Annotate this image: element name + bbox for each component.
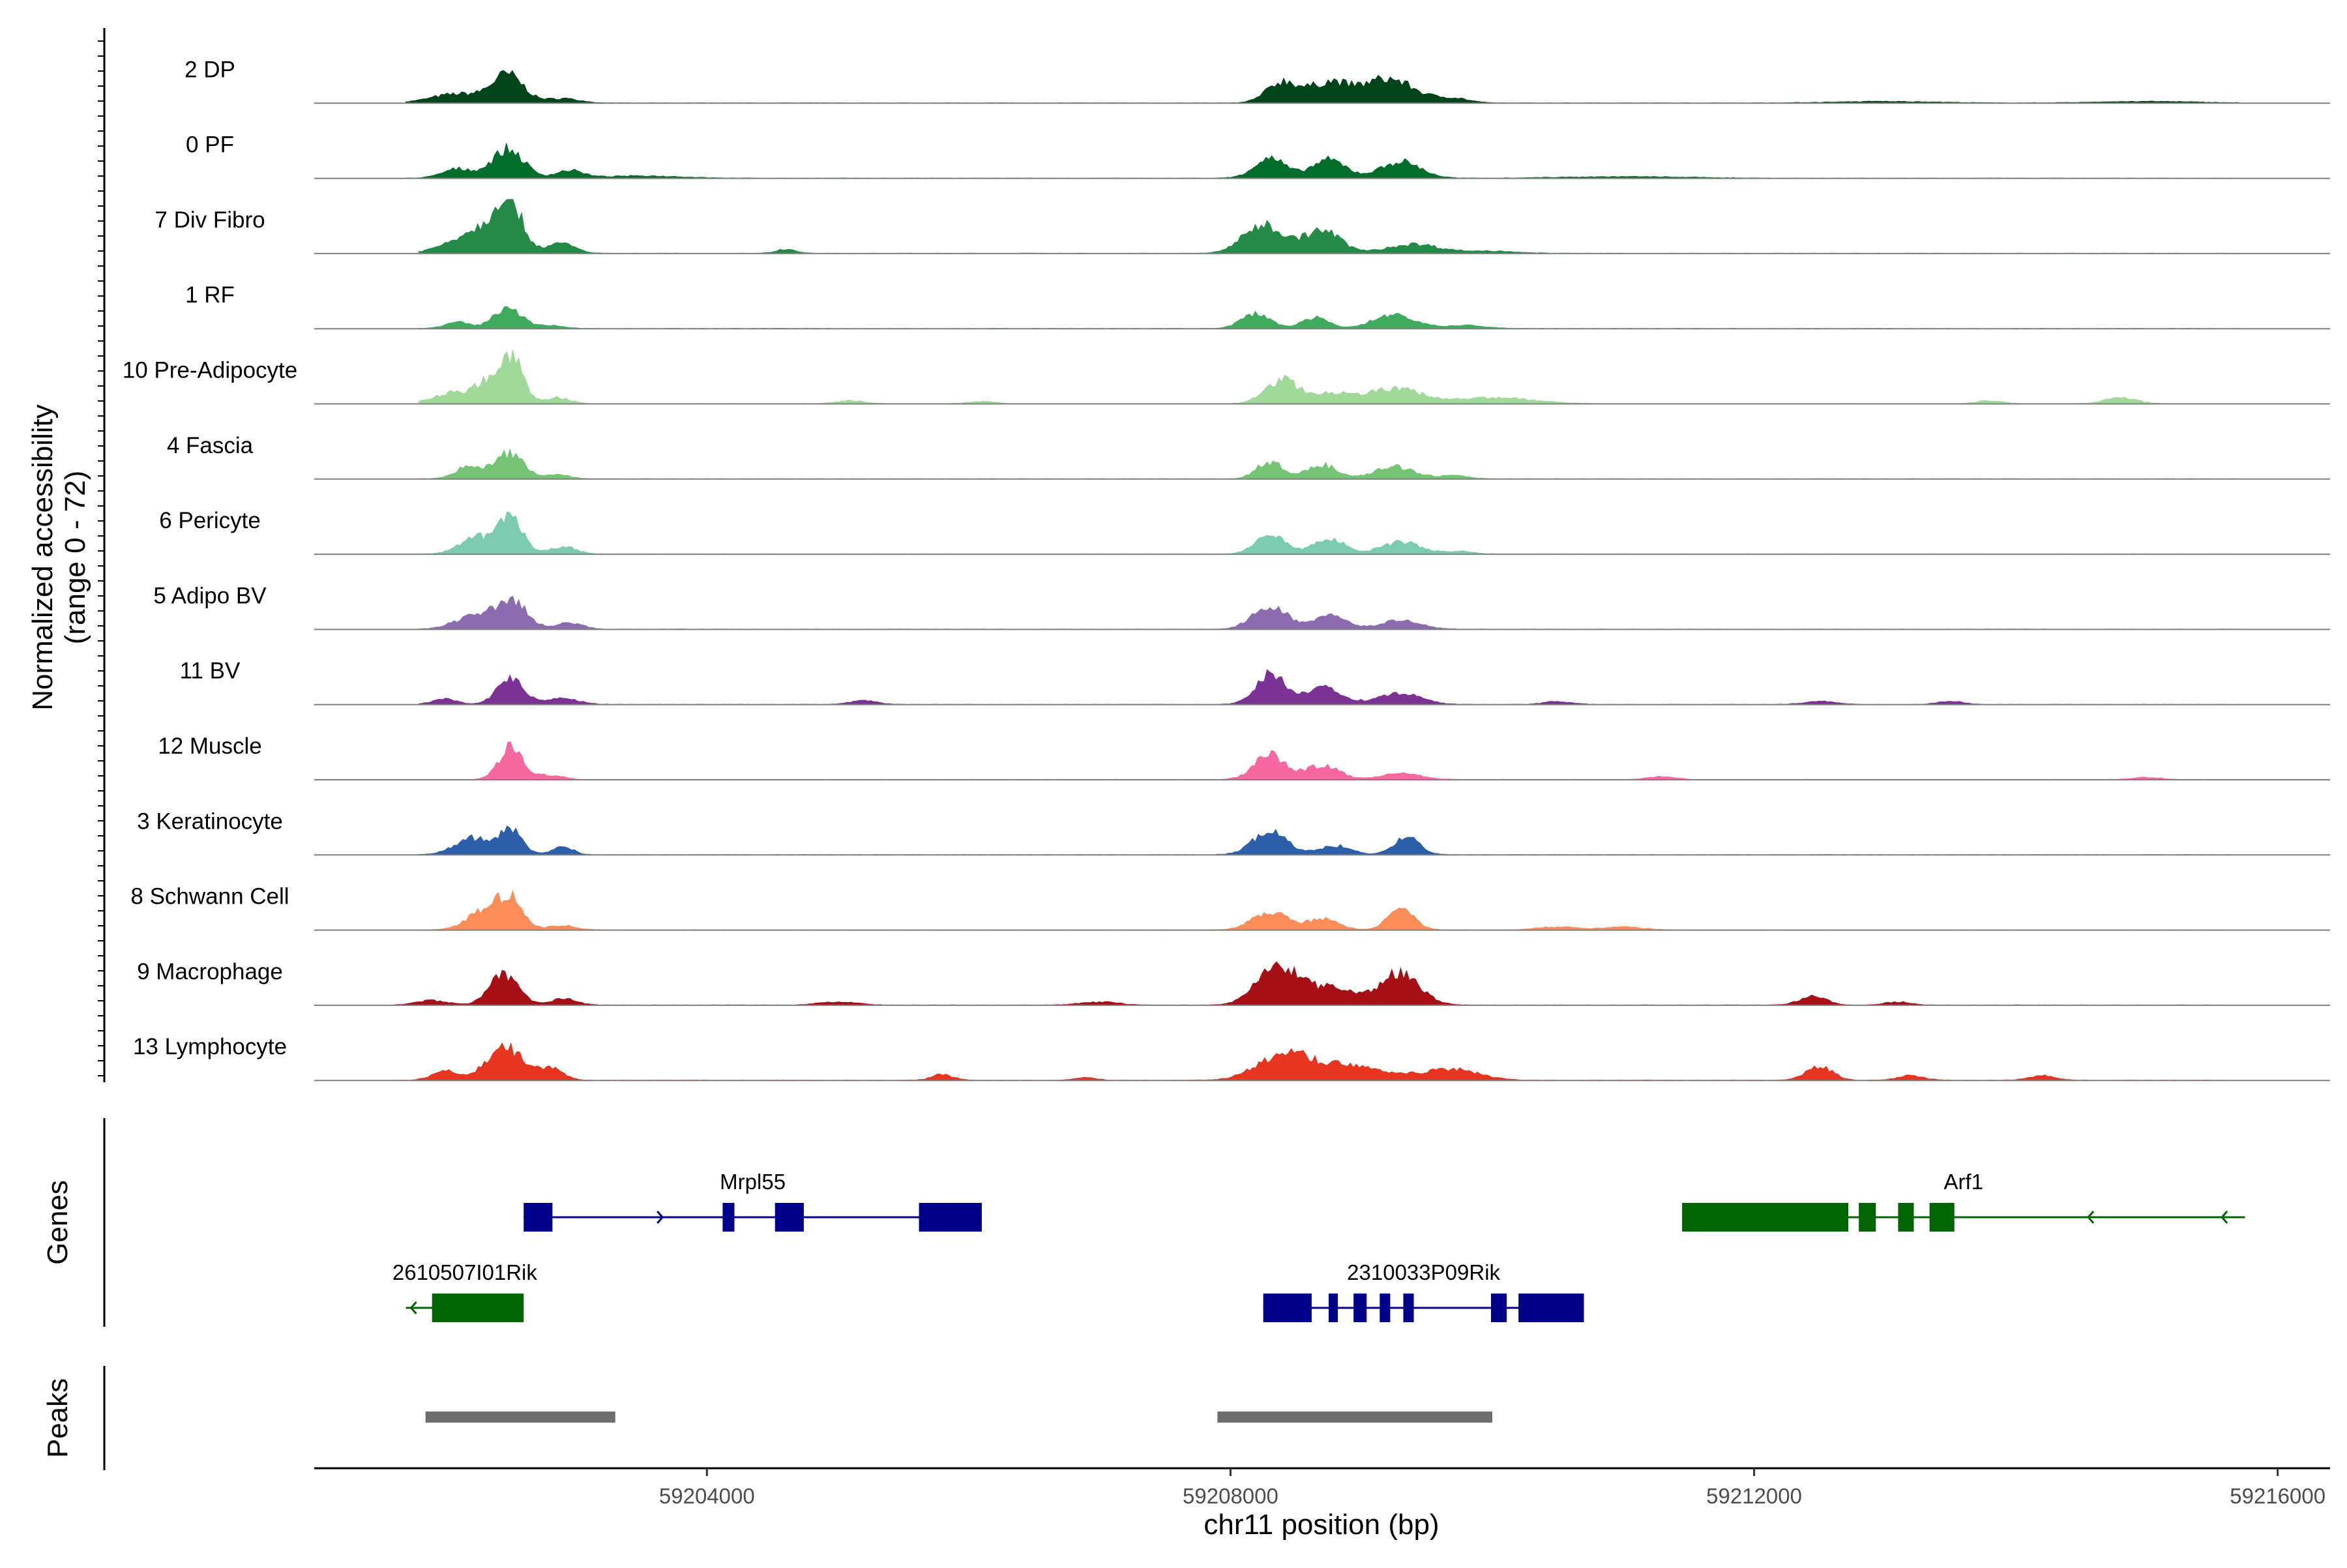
- coverage-area-8-schwann-cell: [419, 889, 2239, 931]
- track-label: 11 BV: [180, 658, 241, 684]
- peak-region: [1217, 1412, 1493, 1423]
- track-label: 10 Pre-Adipocyte: [123, 358, 297, 383]
- x-tick-label: 59204000: [659, 1484, 755, 1508]
- track-label: 3 Keratinocyte: [137, 808, 283, 834]
- coverage-area-10-pre-adipocyte: [419, 349, 2239, 405]
- coverage-y-ticks: [98, 40, 104, 1076]
- track-label: 1 RF: [185, 282, 235, 308]
- gene-label: 2610507I01Rik: [392, 1260, 538, 1284]
- gene-label: Mrpl55: [720, 1170, 786, 1194]
- gene-arf1: Arf1: [1682, 1170, 2245, 1232]
- peak-region: [425, 1412, 615, 1423]
- gene-exon: [1380, 1294, 1391, 1322]
- x-tick-label: 59216000: [2230, 1484, 2325, 1508]
- coverage-area-4-fascia: [419, 448, 2239, 480]
- gene-mrpl55: Mrpl55: [524, 1170, 982, 1232]
- coverage-area-7-div-fibro: [419, 199, 2239, 254]
- gene-2610507i01rik: 2610507I01Rik: [392, 1260, 538, 1322]
- strand-arrow: [2087, 1211, 2095, 1224]
- gene-exon: [1682, 1203, 1849, 1232]
- coverage-area-9-macrophage: [392, 961, 2226, 1006]
- gene-exon: [1491, 1294, 1507, 1322]
- track-label: 5 Adipo BV: [153, 583, 267, 608]
- track-label: 4 Fascia: [167, 433, 254, 458]
- y-axis-title-line2: (range 0 - 72): [59, 471, 91, 645]
- coverage-area-5-adipo-bv: [419, 596, 2239, 630]
- gene-label: Arf1: [1944, 1170, 1984, 1194]
- track-label: 7 Div Fibro: [155, 207, 265, 233]
- track-labels: 2 DP 0 PF 7 Div Fibro 1 RF 10 Pre-Adipocyte 4…: [123, 57, 297, 1059]
- strand-arrow: [409, 1301, 417, 1314]
- gene-2310033p09rik: 2310033P09Rik: [1263, 1260, 1584, 1322]
- coverage-area-13-lymphocyte: [392, 1042, 2226, 1081]
- gene-exon: [1263, 1294, 1312, 1322]
- gene-exon: [524, 1203, 553, 1232]
- track-label: 8 Schwann Cell: [130, 884, 289, 910]
- coverage-area-0-pf: [406, 143, 2239, 179]
- track-label: 12 Muscle: [158, 733, 262, 759]
- x-axis-title: chr11 position (bp): [1203, 1509, 1439, 1541]
- gene-exon: [1859, 1203, 1876, 1232]
- x-axis: 59204000 59208000 59212000 59216000: [314, 1467, 2330, 1508]
- gene-exon: [919, 1203, 982, 1232]
- gene-label: 2310033P09Rik: [1347, 1260, 1500, 1284]
- gene-exon: [1898, 1203, 1914, 1232]
- gene-exon: [1329, 1294, 1338, 1322]
- track-label: 6 Pericyte: [159, 508, 261, 533]
- genes-axis-title: Genes: [42, 1180, 74, 1265]
- gene-exon: [1403, 1294, 1414, 1322]
- track-label: 9 Macrophage: [137, 959, 283, 984]
- track-label: 13 Lymphocyte: [133, 1034, 287, 1059]
- coverage-area-12-muscle: [471, 741, 2213, 780]
- coverage-area-6-pericyte: [419, 511, 2239, 555]
- x-tick-label: 59208000: [1183, 1484, 1278, 1508]
- coverage-tracks: [314, 70, 2330, 1082]
- x-tick-label: 59212000: [1706, 1484, 1802, 1508]
- coverage-area-1-rf: [419, 306, 2239, 329]
- gene-exon: [1518, 1294, 1584, 1322]
- strand-arrow: [2221, 1211, 2228, 1224]
- gene-annotation: Mrpl55 Arf1 2610507I01Rik 2310033P09Rik: [392, 1170, 2245, 1322]
- peaks-axis-title: Peaks: [42, 1378, 74, 1458]
- y-axis-title-line1: Normalized accessibility: [27, 404, 59, 710]
- gene-exon: [432, 1294, 524, 1322]
- gene-exon: [775, 1203, 804, 1232]
- coverage-area-2-dp: [406, 70, 2239, 104]
- track-label: 0 PF: [186, 132, 234, 158]
- coverage-area-11-bv: [419, 669, 2239, 705]
- track-label: 2 DP: [185, 57, 235, 82]
- peak-annotation: [425, 1412, 1493, 1423]
- gene-exon: [1353, 1294, 1367, 1322]
- gene-exon: [722, 1203, 735, 1232]
- gene-exon: [1929, 1203, 1955, 1232]
- strand-arrow: [657, 1211, 664, 1224]
- coverage-area-3-keratinocyte: [419, 825, 2239, 855]
